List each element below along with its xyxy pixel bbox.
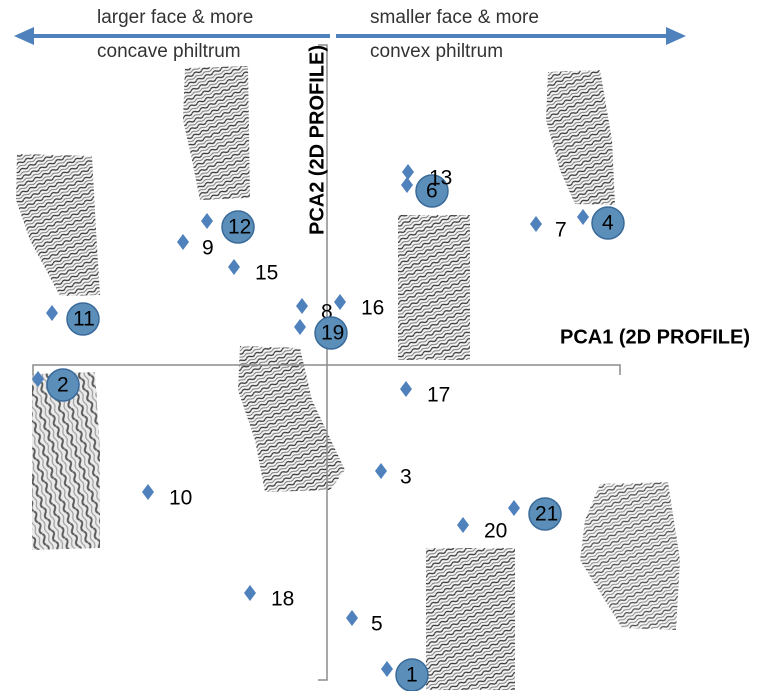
point-label: 2: [57, 374, 69, 397]
point: [375, 463, 387, 479]
annotation: convex philtrum: [370, 41, 503, 62]
point-label: 21: [535, 503, 558, 526]
point: [334, 294, 346, 310]
point: [244, 585, 256, 601]
left-arrow-head: [14, 27, 34, 45]
point-label: 7: [555, 219, 567, 242]
point-label: 17: [427, 384, 450, 407]
point: [577, 209, 589, 225]
right-arrow-head: [666, 27, 686, 45]
point: [228, 259, 240, 275]
point-label: 13: [429, 167, 452, 190]
point: [346, 610, 358, 626]
point-label: 18: [271, 588, 294, 611]
point-label: 12: [228, 216, 251, 239]
profile-image: [16, 154, 100, 296]
point: [142, 484, 154, 500]
point: [508, 500, 520, 516]
y-axis-title: PCA2 (2D PROFILE): [306, 45, 328, 235]
point: [294, 319, 306, 335]
point-label: 16: [361, 297, 384, 320]
profile-image: [183, 66, 250, 200]
point-label: 1: [406, 664, 418, 687]
profile-image: [238, 346, 345, 492]
chart: PCA1 (2D PROFILE) PCA2 (2D PROFILE) larg…: [0, 0, 784, 691]
point-label: 19: [321, 322, 344, 345]
point: [400, 381, 412, 397]
point-label: 3: [400, 466, 412, 489]
point: [402, 164, 414, 180]
annotation: smaller face & more: [370, 7, 539, 28]
point-label: 4: [602, 212, 614, 235]
point: [201, 213, 213, 229]
profile-images: [16, 66, 680, 690]
x-axis-title: PCA1 (2D PROFILE): [560, 326, 750, 348]
point: [46, 305, 58, 321]
point: [381, 661, 393, 677]
point: [457, 517, 469, 533]
profile-image: [546, 70, 615, 205]
point: [530, 216, 542, 232]
point-label: 15: [255, 262, 278, 285]
point-label: 9: [202, 237, 214, 260]
profile-image: [398, 215, 470, 360]
profile-image: [580, 482, 680, 630]
point-label: 10: [169, 487, 192, 510]
point-label: 5: [371, 613, 383, 636]
point: [296, 298, 308, 314]
point: [177, 234, 189, 250]
profile-image: [426, 548, 515, 690]
point-label: 20: [484, 520, 507, 543]
point-label: 11: [73, 308, 95, 331]
annotation: concave philtrum: [97, 41, 241, 62]
point: [401, 177, 413, 193]
annotation: larger face & more: [97, 7, 253, 28]
